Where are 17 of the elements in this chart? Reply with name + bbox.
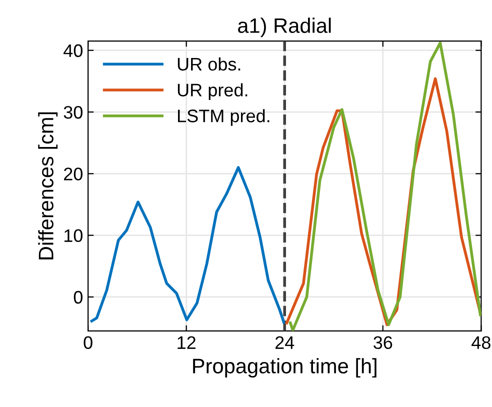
x-tick-label: 24	[275, 336, 294, 349]
y-tick-label: 0	[74, 290, 82, 304]
x-tick-label: 36	[374, 336, 392, 350]
legend-label: LSTM pred.	[178, 109, 270, 126]
legend-label: UR obs.	[178, 57, 240, 71]
x-tick-label: 48	[472, 336, 490, 350]
y-tick-label: 30	[64, 106, 83, 119]
y-tick-label: 40	[64, 44, 83, 58]
y-tick-label: 20	[64, 168, 83, 180]
y-tick-label: 10	[64, 229, 83, 242]
chart-title: a1) Radial	[238, 18, 331, 38]
x-tick-label: 0	[84, 336, 92, 350]
y-axis-title: Differences [cm]	[38, 112, 58, 260]
legend-label: UR pred.	[178, 83, 248, 100]
x-tick-label: 12	[178, 336, 196, 349]
line-series	[90, 166, 286, 324]
x-axis-title: Propagation time [h]	[193, 358, 376, 378]
